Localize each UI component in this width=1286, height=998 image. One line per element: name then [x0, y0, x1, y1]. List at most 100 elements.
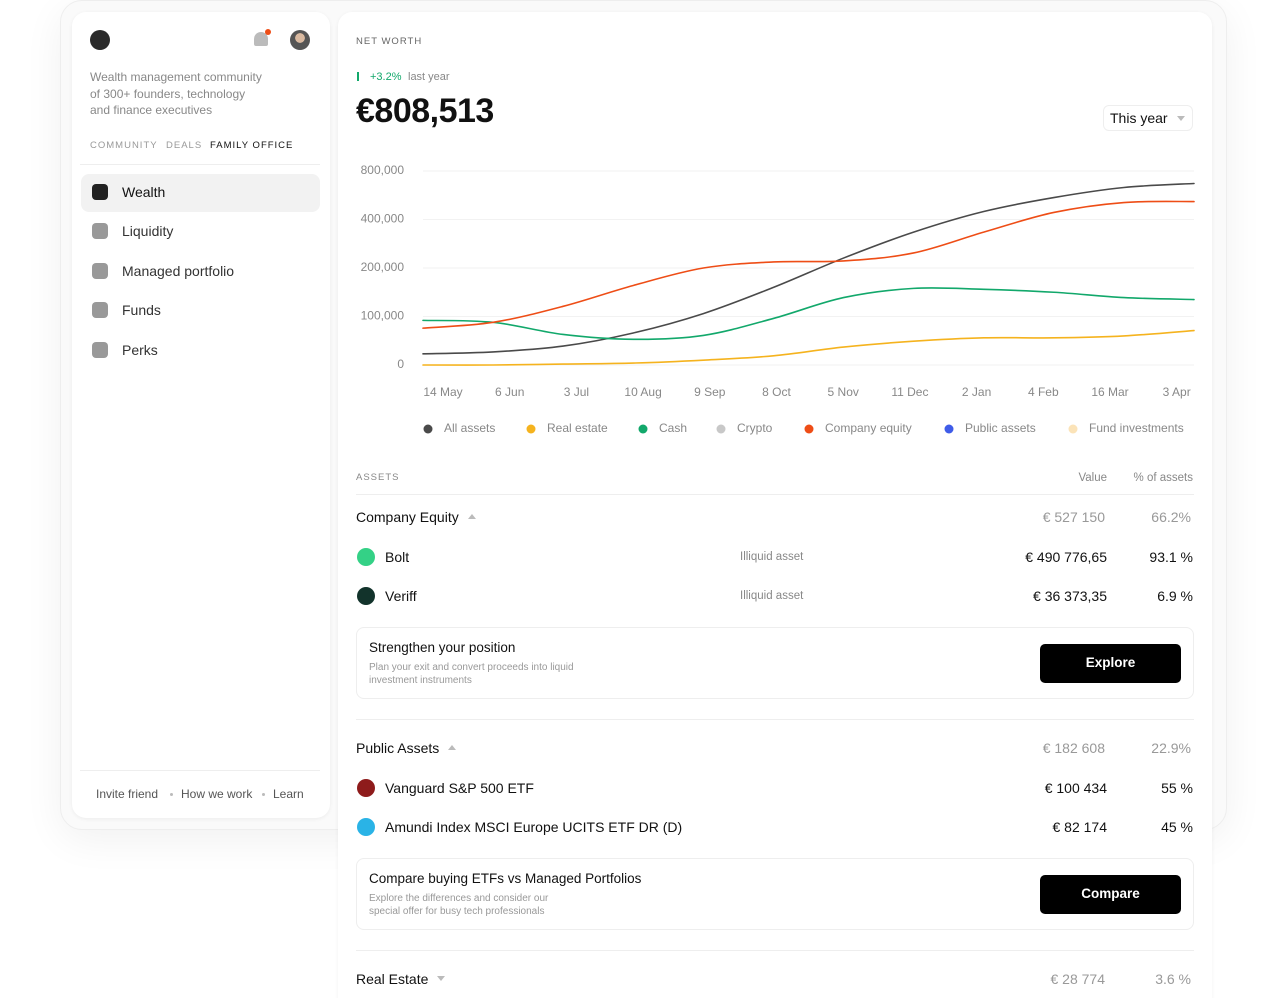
group-name[interactable]: Public Assets	[356, 740, 440, 756]
divider	[356, 950, 1194, 951]
promo-button[interactable]: Explore	[1040, 644, 1181, 683]
divider	[80, 164, 320, 165]
x-tick-label: 9 Sep	[694, 385, 726, 399]
legend-label: Cash	[659, 421, 687, 435]
tagline: and finance executives	[90, 103, 213, 117]
promo-text: investment instruments	[369, 675, 472, 686]
series-line	[422, 182, 1195, 355]
group-name[interactable]: Company Equity	[356, 509, 459, 525]
group-share: 22.9%	[1151, 740, 1191, 756]
group-share: 66.2%	[1151, 509, 1191, 525]
tab[interactable]: DEALS	[166, 140, 203, 151]
group-caret	[448, 745, 456, 750]
legend-swatch	[804, 424, 814, 434]
x-tick-label: 3 Apr	[1163, 385, 1191, 399]
legend-label: All assets	[444, 421, 495, 435]
y-tick-label: 400,000	[361, 212, 405, 226]
group-caret	[468, 514, 476, 519]
asset-share: 6.9 %	[1157, 588, 1193, 604]
asset-value: € 100 434	[1044, 779, 1107, 796]
legend-label: Crypto	[737, 421, 773, 435]
group-name[interactable]: Real Estate	[356, 971, 429, 987]
x-tick-label: 10 Aug	[624, 385, 661, 399]
y-tick-label: 800,000	[361, 163, 405, 177]
promo-title: Compare buying ETFs vs Managed Portfolio…	[369, 871, 642, 886]
tagline: of 300+ founders, technology	[90, 86, 246, 101]
nav-item[interactable]: Perks	[122, 342, 158, 358]
footer-link[interactable]: Invite friend	[96, 787, 159, 801]
promo-text: special offer for busy tech professional…	[369, 906, 545, 917]
section-label: ASSETS	[356, 472, 400, 483]
asset-tag: Illiquid asset	[740, 590, 804, 602]
notification-dot	[265, 29, 271, 35]
change: +3.2%	[370, 71, 402, 83]
asset-share: 55 %	[1161, 779, 1193, 796]
x-tick-label: 14 May	[423, 385, 462, 399]
asset-value: € 82 174	[1052, 819, 1108, 835]
asset-name[interactable]: Vanguard S&P 500 ETF	[385, 779, 534, 796]
promo-title: Strengthen your position	[369, 640, 516, 655]
series-line	[422, 329, 1195, 366]
legend-swatch	[1068, 424, 1078, 434]
bell[interactable]	[254, 32, 268, 46]
series-line	[422, 200, 1195, 329]
asset-name[interactable]: Bolt	[385, 548, 410, 565]
nav-icon	[92, 223, 108, 239]
nav-item[interactable]: Funds	[122, 302, 161, 318]
legend-swatch	[526, 424, 536, 434]
promo-text: Plan your exit and convert proceeds into…	[369, 662, 574, 673]
asset-name[interactable]: Amundi Index MSCI Europe UCITS ETF DR (D…	[385, 819, 683, 835]
sidebar	[72, 12, 330, 818]
up-arrow	[357, 72, 359, 81]
tab[interactable]: FAMILY OFFICE	[210, 140, 294, 151]
nav-icon	[92, 263, 108, 279]
asset-value: € 36 373,35	[1033, 588, 1107, 604]
asset-share: 93.1 %	[1149, 548, 1193, 565]
legend-swatch	[423, 424, 433, 434]
nav-item[interactable]: Liquidity	[122, 223, 174, 239]
divider	[356, 494, 1194, 495]
asset-name[interactable]: Veriff	[385, 588, 417, 604]
asset-share: 45 %	[1161, 819, 1193, 835]
x-tick-label: 3 Jul	[564, 385, 589, 399]
nav-active	[81, 174, 320, 212]
promo-button[interactable]: Compare	[1040, 875, 1181, 914]
series-line	[422, 287, 1195, 341]
nav-item[interactable]: Managed portfolio	[122, 263, 235, 279]
nav-item[interactable]: Wealth	[122, 184, 166, 200]
asset-icon	[357, 818, 375, 836]
section-label: NET WORTH	[356, 36, 423, 47]
group-value: € 28 774	[1050, 971, 1106, 987]
avatar[interactable]	[290, 30, 310, 50]
promo-card: Compare buying ETFs vs Managed Portfolio…	[356, 858, 1194, 930]
group-share: 3.6 %	[1155, 971, 1191, 987]
x-tick-label: 6 Jun	[495, 385, 524, 399]
button-label: Compare	[1081, 886, 1140, 901]
period: This year	[1110, 110, 1168, 126]
legend-label: Company equity	[825, 421, 912, 435]
legend-label: Real estate	[547, 421, 608, 435]
footer-link[interactable]: How we work	[181, 787, 253, 801]
asset-icon	[357, 778, 375, 797]
tab[interactable]: COMMUNITY	[90, 140, 158, 151]
period-dropdown[interactable]: This year	[1103, 105, 1193, 131]
promo-text: Explore the differences and consider our	[369, 893, 549, 904]
nav-icon	[92, 342, 108, 358]
column-header: Value	[1078, 472, 1107, 484]
dot	[262, 793, 265, 796]
x-tick-label: 16 Mar	[1091, 385, 1128, 399]
column-header: % of assets	[1133, 472, 1193, 484]
x-tick-label: 5 Nov	[828, 385, 859, 399]
x-tick-label: 8 Oct	[762, 385, 791, 399]
divider	[80, 770, 320, 771]
legend-label: Fund investments	[1089, 421, 1184, 435]
y-tick-label: 200,000	[361, 260, 405, 274]
net-worth-chart: 0 100,000 200,000 400,000 800,000 14 May 6 Jun…	[361, 163, 1195, 435]
asset-tag: Illiquid asset	[740, 550, 804, 563]
nav-icon	[92, 302, 108, 318]
button-label: Explore	[1085, 655, 1136, 670]
divider	[356, 719, 1194, 720]
logo	[90, 30, 110, 50]
footer-link[interactable]: Learn	[273, 787, 304, 801]
